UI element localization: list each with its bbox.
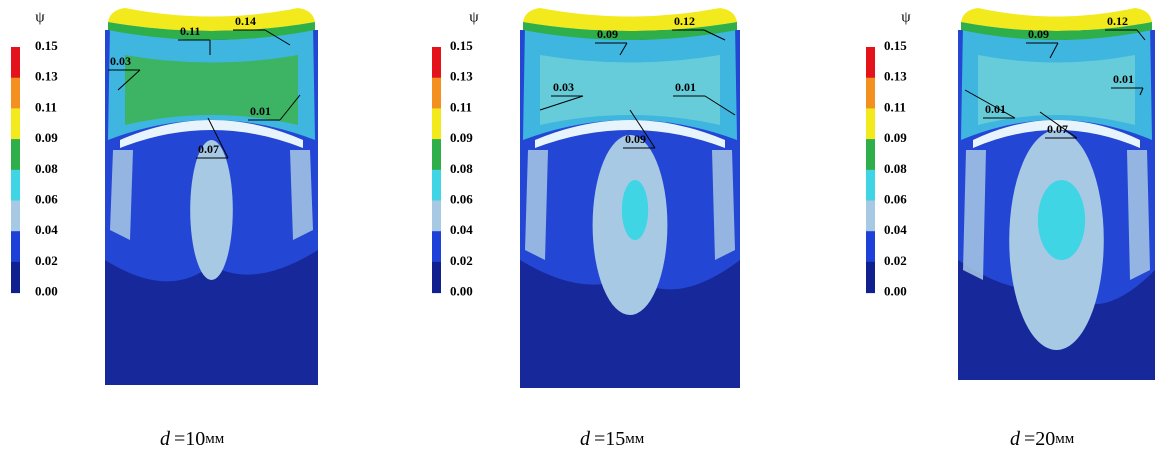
legend-swatch xyxy=(432,108,441,139)
annotation: 0.12 xyxy=(1107,14,1128,28)
side-band xyxy=(1127,150,1150,280)
legend-label: 0.08 xyxy=(35,161,58,176)
legend-swatch xyxy=(11,47,20,78)
legend-label: 0.00 xyxy=(35,284,58,299)
caption: d=10мм xyxy=(160,428,225,450)
legend-swatch xyxy=(866,170,875,201)
annotation: 0.09 xyxy=(597,27,618,41)
legend-swatch xyxy=(432,262,441,293)
legend-swatch xyxy=(11,78,20,109)
legend-label: 0.04 xyxy=(35,222,58,237)
annotation: 0.01 xyxy=(1113,72,1134,86)
legend-swatch xyxy=(866,47,875,78)
legend-swatch xyxy=(11,170,20,201)
annotation: 0.01 xyxy=(250,104,271,118)
plume xyxy=(190,140,233,280)
legend-swatch xyxy=(866,108,875,139)
side-band xyxy=(110,150,133,240)
legend-label: 0.04 xyxy=(884,222,907,237)
panel: ψ 0.15 0.13 0.11 0.09 0.08 0.06 0.04 0.02 0.00 0.0… xyxy=(866,8,1155,450)
caption-symbol: d xyxy=(1010,428,1021,450)
caption: d=20мм xyxy=(1010,428,1075,450)
annotation: 0.09 xyxy=(1028,27,1049,41)
annotation: 0.12 xyxy=(674,14,695,28)
plume-core xyxy=(622,180,648,240)
legend-title: ψ xyxy=(469,9,479,25)
legend-swatch xyxy=(432,78,441,109)
legend-swatch xyxy=(11,108,20,139)
legend-label: 0.15 xyxy=(35,38,58,53)
legend-label: 0.13 xyxy=(450,69,473,84)
legend-label: 0.11 xyxy=(35,99,57,114)
caption-unit: мм xyxy=(1055,431,1074,447)
legend-label: 0.13 xyxy=(35,69,58,84)
caption-unit: мм xyxy=(205,431,224,447)
plume-core xyxy=(1038,180,1085,260)
annotation: 0.03 xyxy=(553,80,574,94)
panel: ψ 0.15 0.13 0.11 0.09 0.08 0.06 0.04 0.02 0.00 0.1… xyxy=(11,8,318,450)
legend-swatch xyxy=(866,231,875,262)
legend-title: ψ xyxy=(35,9,45,25)
legend-label: 0.08 xyxy=(450,161,473,176)
legend-label: 0.15 xyxy=(884,38,907,53)
legend-label: 0.08 xyxy=(884,161,907,176)
legend-label: 0.04 xyxy=(450,222,473,237)
side-band xyxy=(712,150,735,260)
caption-symbol: d xyxy=(580,428,591,450)
legend-swatch xyxy=(11,262,20,293)
caption: d=15мм xyxy=(580,428,645,450)
legend-label: 0.02 xyxy=(35,253,58,268)
legend-label: 0.09 xyxy=(450,130,473,145)
legend-label: 0.15 xyxy=(450,38,473,53)
legend-label: 0.00 xyxy=(884,284,907,299)
legend-swatch xyxy=(432,231,441,262)
legend-swatch xyxy=(866,139,875,170)
side-band xyxy=(290,150,313,240)
head-inner xyxy=(125,55,298,125)
legend-swatch xyxy=(866,201,875,232)
annotation: 0.07 xyxy=(198,142,219,156)
caption-symbol: d xyxy=(160,428,171,450)
legend-swatch xyxy=(432,139,441,170)
annotation: 0.09 xyxy=(625,132,646,146)
caption-value: =20 xyxy=(1024,428,1055,450)
legend-swatch xyxy=(432,201,441,232)
legend-swatch xyxy=(11,139,20,170)
panel: ψ 0.15 0.13 0.11 0.09 0.08 0.06 0.04 0.02 0.00 0.0… xyxy=(432,8,740,450)
legend-label: 0.00 xyxy=(450,284,473,299)
legend-swatch xyxy=(866,78,875,109)
side-band xyxy=(963,150,986,280)
legend-label: 0.13 xyxy=(884,69,907,84)
figure: ψ 0.15 0.13 0.11 0.09 0.08 0.06 0.04 0.02 0.00 0.1… xyxy=(0,0,1155,452)
legend-label: 0.11 xyxy=(450,99,472,114)
legend-swatch xyxy=(432,170,441,201)
legend-label: 0.11 xyxy=(884,99,906,114)
annotation: 0.03 xyxy=(110,54,131,68)
legend-label: 0.09 xyxy=(35,130,58,145)
annotation: 0.11 xyxy=(180,24,200,38)
legend-label: 0.06 xyxy=(884,191,907,206)
legend-label: 0.06 xyxy=(450,191,473,206)
legend-swatch xyxy=(11,231,20,262)
annotation: 0.14 xyxy=(235,14,256,28)
legend-label: 0.02 xyxy=(884,253,907,268)
legend-title: ψ xyxy=(901,9,911,25)
legend-label: 0.09 xyxy=(884,130,907,145)
annotation: 0.01 xyxy=(985,102,1006,116)
legend-swatch xyxy=(432,47,441,78)
legend-label: 0.02 xyxy=(450,253,473,268)
legend-swatch xyxy=(11,201,20,232)
legend-label: 0.06 xyxy=(35,191,58,206)
legend-swatch xyxy=(866,262,875,293)
caption-unit: мм xyxy=(625,431,644,447)
caption-value: =10 xyxy=(174,428,205,450)
side-band xyxy=(525,150,548,260)
annotation: 0.01 xyxy=(675,80,696,94)
caption-value: =15 xyxy=(594,428,625,450)
